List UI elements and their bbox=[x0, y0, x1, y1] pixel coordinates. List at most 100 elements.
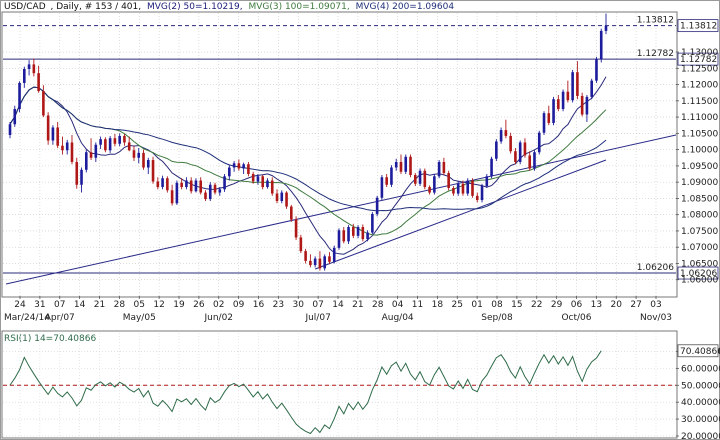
candle-body bbox=[514, 151, 517, 162]
candle-body bbox=[461, 183, 465, 194]
level-inline-label: 1.12782 bbox=[637, 49, 674, 59]
trend-lines bbox=[5, 134, 677, 285]
candle-body bbox=[495, 141, 498, 159]
candle-body bbox=[223, 176, 226, 190]
candle-body bbox=[51, 127, 55, 141]
rsi-line-group bbox=[9, 350, 602, 435]
candle-body bbox=[361, 227, 365, 240]
candle-body bbox=[161, 178, 164, 188]
candle-body bbox=[423, 170, 427, 188]
candle-body bbox=[542, 113, 546, 133]
price-tick-label: 1.09000 bbox=[681, 178, 718, 188]
candle-body bbox=[108, 138, 112, 151]
candle-body bbox=[127, 142, 131, 151]
candle-body bbox=[266, 180, 269, 188]
month-label: Jun/02 bbox=[203, 313, 233, 323]
date-tick-label: 21 bbox=[94, 300, 105, 310]
candle-body bbox=[304, 251, 307, 261]
candle-body bbox=[94, 144, 98, 158]
candle-body bbox=[18, 82, 21, 109]
candle-body bbox=[471, 180, 474, 196]
candle-body bbox=[442, 161, 446, 174]
candle-body bbox=[604, 25, 608, 31]
candle-body bbox=[337, 230, 341, 248]
candle-body bbox=[228, 167, 231, 177]
candle-body bbox=[466, 180, 470, 194]
candle-body bbox=[37, 73, 40, 92]
month-label: Aug/04 bbox=[382, 313, 414, 323]
month-label: Nov/03 bbox=[640, 313, 672, 323]
price-tick-label: 1.11500 bbox=[681, 97, 718, 107]
ma100-label: MVG(3) 100=1.09071, bbox=[248, 2, 349, 12]
rsi-tick-label: 50.00000 bbox=[681, 381, 720, 391]
candle-body bbox=[42, 91, 45, 116]
symbol-label: USD/CAD bbox=[4, 2, 46, 12]
level-label: 1.06206 bbox=[680, 269, 717, 279]
candle-body bbox=[547, 113, 551, 123]
period-label: , Daily, # 153 / 401, bbox=[51, 2, 142, 12]
date-tick-label: 03 bbox=[650, 300, 661, 310]
candle-body bbox=[595, 59, 598, 81]
level-inline-label: 1.13812 bbox=[637, 16, 674, 26]
month-label: Jul/07 bbox=[304, 313, 330, 323]
price-tick-label: 1.07000 bbox=[681, 243, 718, 253]
candle-body bbox=[65, 142, 69, 151]
candle-body bbox=[351, 227, 355, 236]
ma50-line bbox=[9, 76, 607, 255]
candle-body bbox=[390, 167, 393, 185]
candle-body bbox=[280, 192, 284, 202]
candle-body bbox=[332, 247, 336, 262]
candle-body bbox=[146, 160, 150, 168]
candle-body bbox=[285, 192, 288, 207]
date-tick-label: 02 bbox=[213, 300, 224, 310]
candle-body bbox=[509, 135, 512, 152]
level-lines bbox=[3, 25, 676, 274]
candle-body bbox=[590, 80, 593, 97]
candle-body bbox=[428, 187, 431, 193]
rsi-tick-label: 20.00000 bbox=[681, 432, 720, 440]
candle-body bbox=[61, 145, 64, 151]
date-tick-label: 30 bbox=[293, 300, 305, 310]
date-tick-label: 14 bbox=[74, 300, 86, 310]
rsi-tick-label: 40.00000 bbox=[681, 398, 720, 408]
candle-body bbox=[437, 161, 441, 177]
date-tick-label: 24 bbox=[14, 300, 26, 310]
level-tag bbox=[677, 266, 719, 280]
candle-body bbox=[533, 152, 536, 169]
candle-body bbox=[180, 182, 183, 188]
price-tick-label: 1.06000 bbox=[681, 276, 718, 286]
candle-body bbox=[399, 161, 403, 172]
level-label: 1.12782 bbox=[680, 55, 717, 65]
date-tick-label: 20 bbox=[611, 300, 623, 310]
date-axis: 24 31 07 14 21 28 05 12 19 26 02 09 16 23 30 07 14 21 28 04… bbox=[4, 296, 672, 323]
month-label: Oct/06 bbox=[561, 313, 591, 323]
candle-body bbox=[433, 176, 436, 193]
level-inline-label: 1.06206 bbox=[637, 263, 674, 273]
candle-body bbox=[23, 68, 26, 83]
candle-body bbox=[32, 64, 36, 74]
candle-body bbox=[118, 135, 121, 144]
candle-body bbox=[123, 135, 126, 143]
candle-body bbox=[218, 189, 222, 193]
candle-body bbox=[475, 195, 479, 201]
candle-body bbox=[261, 176, 265, 188]
candle-body bbox=[366, 232, 369, 240]
moving-average-lines bbox=[9, 76, 607, 255]
main-panel: 1.13812 1.13812 1.12782 1.12782 1.06206 1.062… bbox=[1, 11, 719, 323]
price-tick-label: 1.09500 bbox=[681, 162, 718, 172]
candle-body bbox=[380, 177, 384, 198]
ma200-line bbox=[9, 86, 607, 212]
candle-body bbox=[8, 124, 12, 135]
candle-body bbox=[294, 219, 298, 238]
candle-body bbox=[499, 130, 503, 142]
date-tick-label: 12 bbox=[153, 300, 164, 310]
rsi-current-label: 70.40866 bbox=[680, 347, 720, 357]
date-tick-label: 16 bbox=[253, 300, 265, 310]
candle-body bbox=[70, 142, 74, 162]
candle-body bbox=[27, 64, 31, 69]
date-tick-label: 28 bbox=[114, 300, 126, 310]
date-tick-label: 31 bbox=[34, 300, 45, 310]
candle-body bbox=[523, 142, 527, 156]
price-tick-label: 1.12500 bbox=[681, 64, 718, 74]
